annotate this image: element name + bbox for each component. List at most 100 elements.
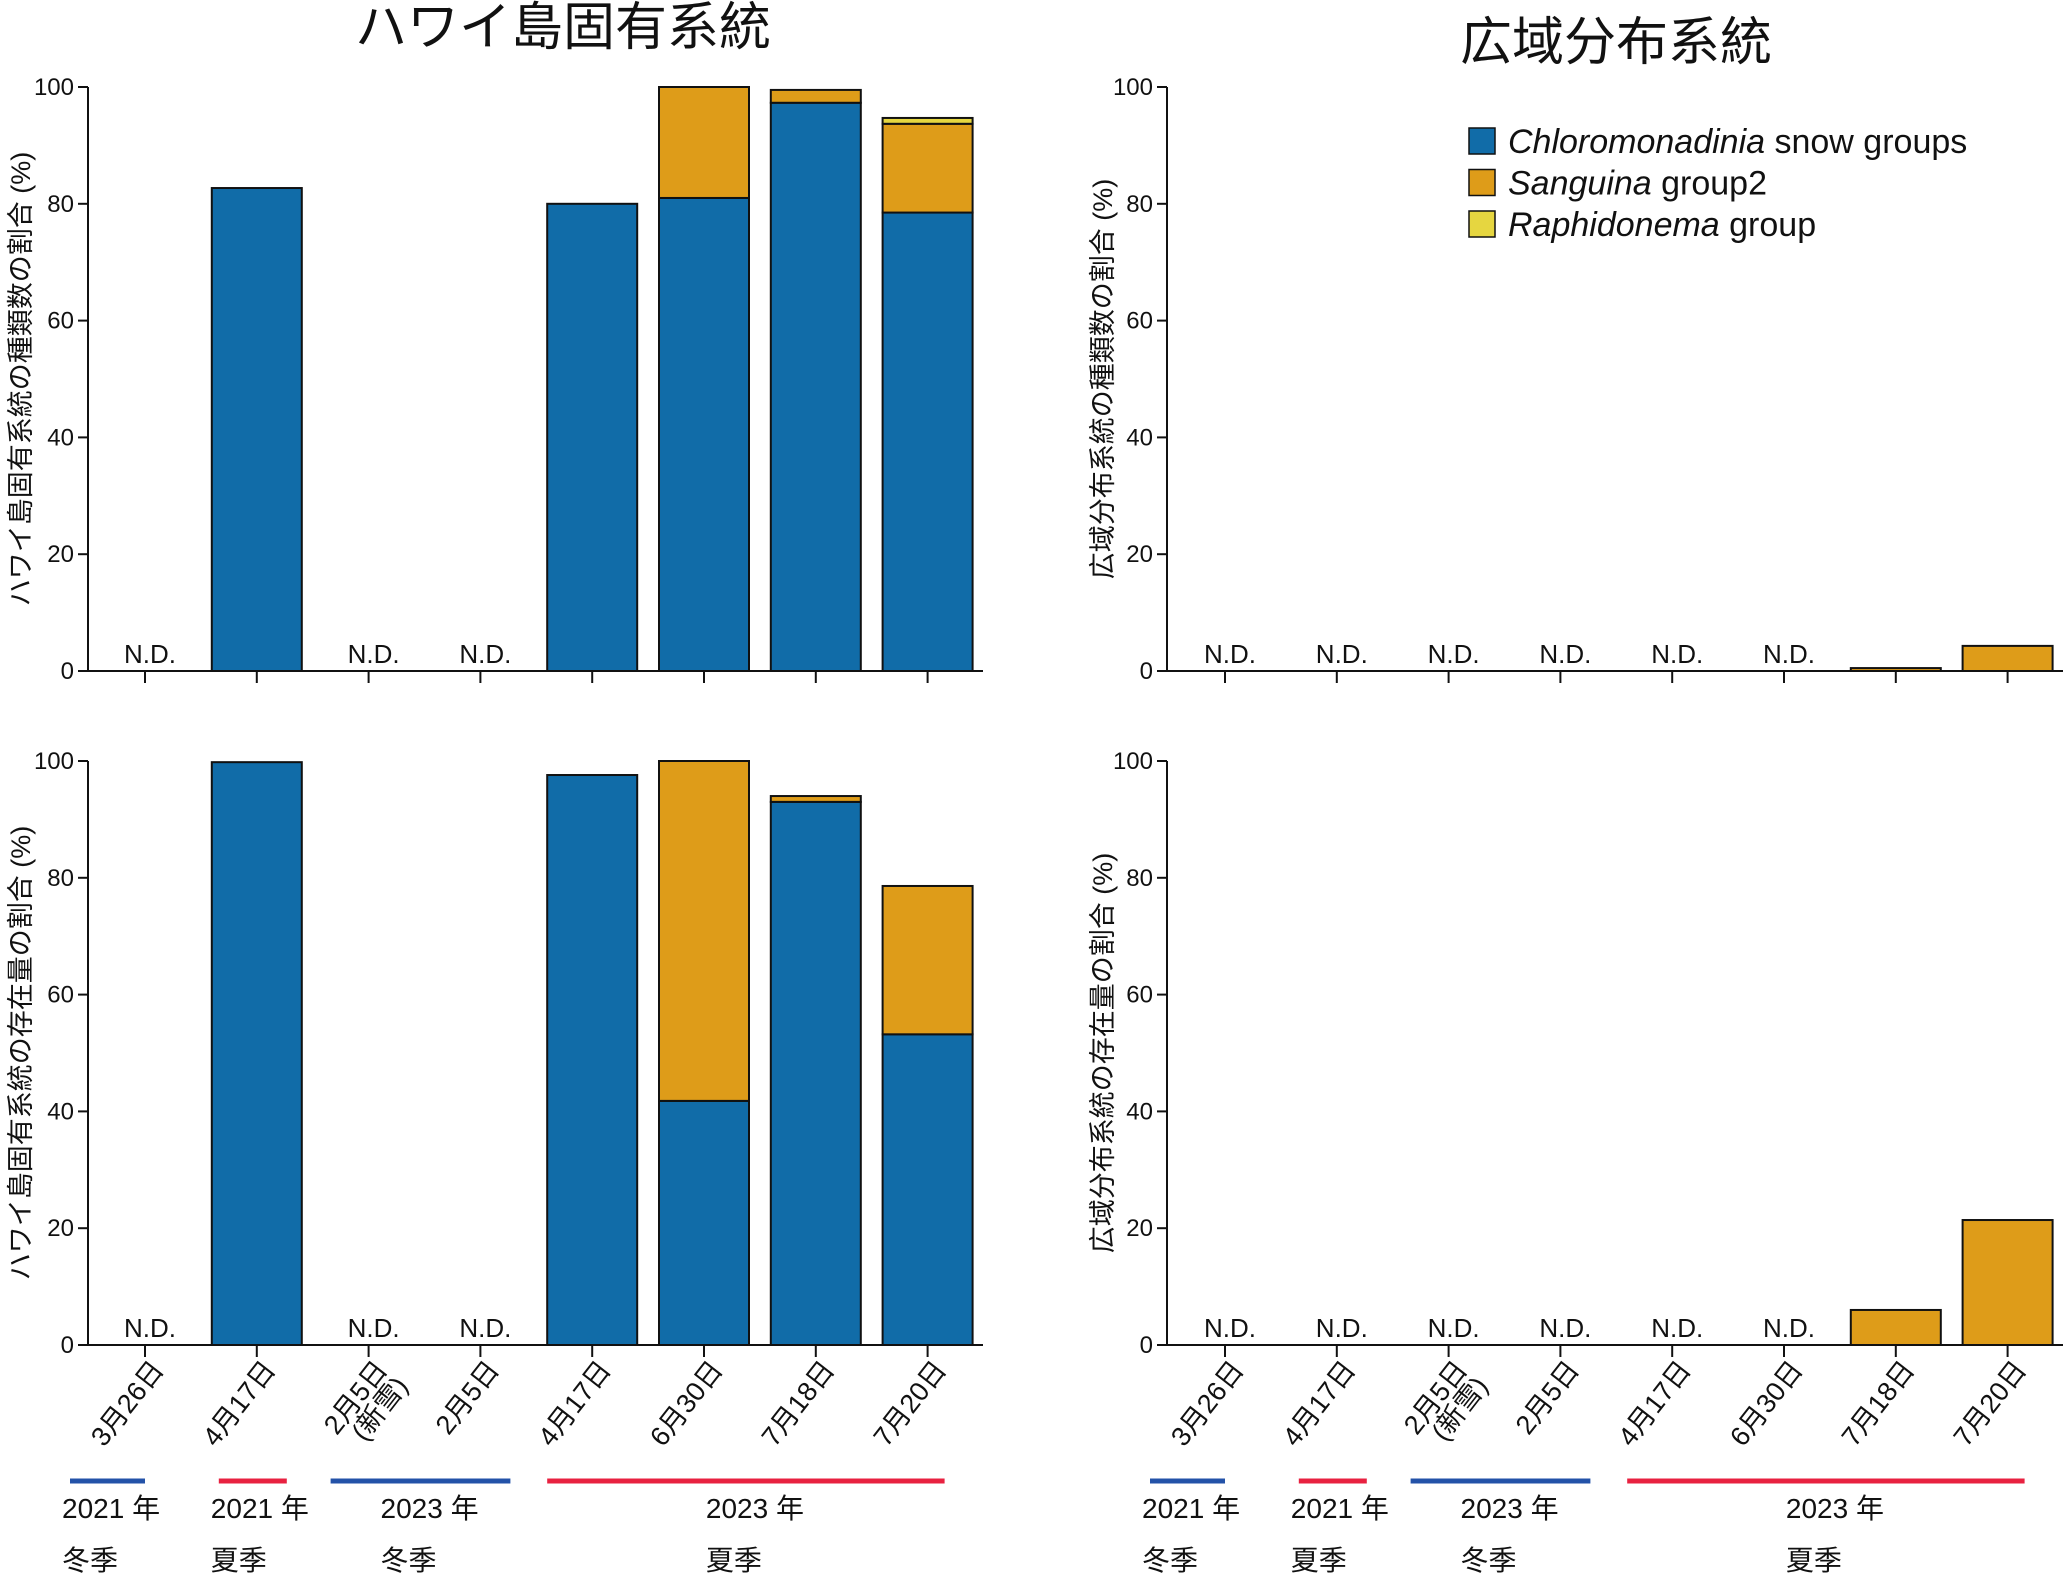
season-label: 冬季: [1461, 1545, 1517, 1576]
x-tick-label: 4月17日: [532, 1355, 617, 1452]
bar-segment: [881, 122, 974, 214]
bar-segment: [881, 116, 974, 125]
legend-label: Sanguina group2: [1508, 165, 1767, 203]
year-label: 2021 年: [62, 1493, 160, 1524]
bar-segment: [546, 202, 639, 673]
y-tick-label: 0: [1140, 1332, 1153, 1359]
nd-label: N.D.: [1539, 1313, 1591, 1343]
x-tick-label-line: 6月30日: [1724, 1355, 1809, 1452]
y-tick-label: 20: [47, 1215, 74, 1242]
year-label: 2023 年: [1786, 1493, 1884, 1524]
nd-label: N.D.: [1763, 1313, 1815, 1343]
y-tick-label: 60: [47, 982, 74, 1009]
bar-segment: [881, 211, 974, 672]
legend-label-rest: snow groups: [1765, 123, 1967, 161]
x-tick-label: 3月26日: [85, 1355, 170, 1452]
x-tick-label: 7月20日: [868, 1355, 953, 1452]
x-tick-label-line: 6月30日: [644, 1355, 729, 1452]
year-label: 2021 年: [1291, 1493, 1389, 1524]
x-tick-label-line: 2月5日: [1510, 1355, 1585, 1440]
y-tick-label: 80: [1126, 191, 1153, 218]
y-axis-label: 広域分布系統の種類数の割合 (%): [1088, 179, 1118, 580]
bar-segment: [658, 86, 750, 199]
x-tick-label-line: 7月18日: [1836, 1355, 1921, 1452]
y-tick-label: 60: [1126, 308, 1153, 335]
nd-label: N.D.: [1428, 1313, 1480, 1343]
x-tick-label-line: 4月17日: [1277, 1355, 1362, 1452]
x-tick-label: 7月18日: [756, 1355, 841, 1452]
y-tick-label: 20: [1126, 1215, 1153, 1242]
y-tick-label: 40: [47, 424, 74, 451]
y-tick-label: 0: [61, 658, 74, 685]
chart-panel-3: ハワイ島固有系統の存在量の割合 (%) N.D. N.D. N.D. 0 20 40 60 80…: [6, 748, 983, 1576]
y-tick-label: 100: [34, 74, 74, 101]
nd-label: N.D.: [1316, 639, 1368, 669]
x-tick-label: 7月20日: [1948, 1355, 2033, 1452]
y-axis-label: ハワイ島固有系統の存在量の割合 (%): [6, 826, 36, 1281]
x-tick-label-line: 4月17日: [532, 1355, 617, 1452]
x-tick-label-line: 2月5日: [430, 1355, 505, 1440]
x-tick-label-line: 7月20日: [1948, 1355, 2033, 1452]
season-label: 冬季: [1142, 1545, 1198, 1576]
season-label: 冬季: [62, 1545, 118, 1576]
nd-label: N.D.: [348, 639, 400, 669]
x-tick-label-line: 7月20日: [868, 1355, 953, 1452]
bar-segment: [769, 88, 862, 104]
bar-segment: [769, 101, 862, 672]
x-tick-label: 6月30日: [1724, 1355, 1809, 1452]
legend-label-italic: Raphidonema: [1508, 206, 1720, 244]
x-tick-label: 4月17日: [197, 1355, 282, 1452]
bar-segment: [1849, 1308, 1942, 1346]
bar-segment: [210, 761, 303, 1346]
bar-segment: [881, 884, 974, 1036]
y-tick-label: 0: [1140, 658, 1153, 685]
year-label: 2023 年: [1461, 1493, 1559, 1524]
season-label: 冬季: [381, 1545, 437, 1576]
y-tick-label: 20: [47, 541, 74, 568]
y-tick-label: 60: [47, 308, 74, 335]
year-label: 2023 年: [381, 1493, 479, 1524]
x-tick-label: 2月5日: [1510, 1355, 1585, 1440]
y-tick-label: 0: [61, 1332, 74, 1359]
x-tick-label-line: 7月18日: [756, 1355, 841, 1452]
x-tick-label: 2月5日: [430, 1355, 505, 1440]
y-axis-label: 広域分布系統の存在量の割合 (%): [1088, 853, 1118, 1254]
bar-segment: [546, 774, 639, 1346]
y-tick-label: 100: [1113, 748, 1153, 775]
x-tick-label-line: 4月17日: [1612, 1355, 1697, 1452]
y-tick-label: 100: [1113, 74, 1153, 101]
y-tick-label: 40: [1126, 1098, 1153, 1125]
x-tick-label: 7月18日: [1836, 1355, 1921, 1452]
y-tick-label: 40: [47, 1098, 74, 1125]
year-label: 2023 年: [706, 1493, 804, 1524]
nd-label: N.D.: [459, 1313, 511, 1343]
year-label: 2021 年: [211, 1493, 309, 1524]
legend-swatch: [1468, 127, 1496, 155]
x-tick-label: 3月26日: [1165, 1355, 1250, 1452]
bar-segment: [769, 800, 862, 1346]
bar-segment: [881, 1033, 974, 1346]
bar-segment: [658, 196, 750, 673]
x-tick-label: 4月17日: [1612, 1355, 1697, 1452]
y-tick-label: 40: [1126, 424, 1153, 451]
bar-segment: [658, 1099, 750, 1346]
y-axis-label: ハワイ島固有系統の種類数の割合 (%): [6, 152, 36, 607]
legend: Chloromonadinia snow groups Sanguina grou…: [1468, 123, 1967, 244]
nd-label: N.D.: [1204, 1313, 1256, 1343]
bar-segment: [769, 795, 862, 803]
bar-segment: [1961, 644, 2054, 672]
nd-label: N.D.: [1204, 639, 1256, 669]
bar-segment: [210, 187, 303, 672]
chart-title: 広域分布系統: [1460, 14, 1772, 72]
legend-swatch: [1468, 168, 1496, 197]
year-label: 2021 年: [1142, 1493, 1240, 1524]
y-tick-label: 80: [47, 865, 74, 892]
nd-label: N.D.: [124, 1313, 176, 1343]
chart-panel-4: 広域分布系統の存在量の割合 (%) N.D. N.D. N.D. N.D. N.D. N.D…: [1088, 748, 2063, 1576]
nd-label: N.D.: [1539, 639, 1591, 669]
nd-label: N.D.: [348, 1313, 400, 1343]
season-label: 夏季: [1786, 1545, 1842, 1576]
